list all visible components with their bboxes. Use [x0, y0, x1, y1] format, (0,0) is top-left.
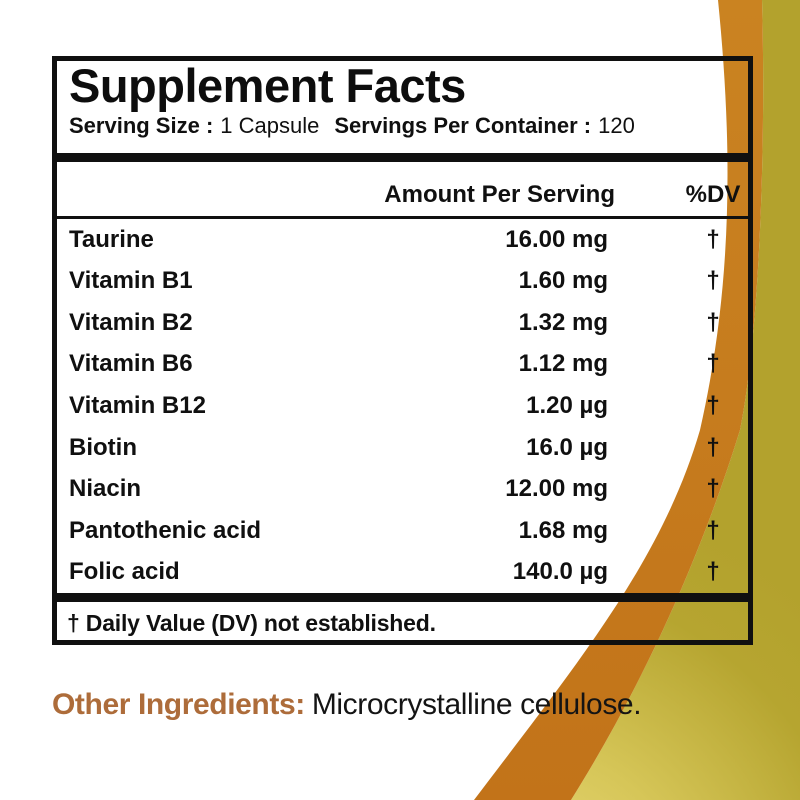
other-ingredients-line: Other Ingredients: Microcrystalline cellu…: [52, 686, 642, 724]
nutrient-table: Taurine 16.00 mg † Vitamin B1 1.60 mg † …: [57, 219, 748, 593]
serving-size-value: 1 Capsule: [220, 113, 320, 138]
nutrient-amount: 1.68 mg: [518, 516, 608, 544]
table-row: Folic acid 140.0 µg †: [57, 552, 748, 594]
other-ingredients-value: Microcrystalline cellulose.: [311, 688, 642, 721]
dagger-symbol: †: [706, 350, 720, 378]
servings-per-container-value: 120: [598, 113, 635, 138]
table-row: Pantothenic acid 1.68 mg †: [57, 510, 748, 552]
table-row: Vitamin B12 1.20 µg †: [57, 385, 748, 427]
footnote: † Daily Value (DV) not established.: [67, 610, 436, 636]
supplement-facts-panel: Supplement Facts Serving Size : 1 Capsul…: [52, 56, 753, 645]
panel-title: Supplement Facts: [69, 59, 466, 112]
dagger-symbol: †: [706, 475, 720, 503]
nutrient-amount: 12.00 mg: [505, 475, 608, 503]
dagger-symbol: †: [706, 516, 720, 544]
nutrient-name: Vitamin B1: [69, 267, 193, 295]
nutrient-amount: 1.60 mg: [518, 267, 608, 295]
dagger-symbol: †: [706, 558, 720, 586]
nutrient-name: Niacin: [69, 475, 142, 503]
table-row: Vitamin B1 1.60 mg †: [57, 261, 748, 303]
dagger-symbol: †: [706, 433, 720, 461]
dagger-symbol: †: [706, 267, 720, 295]
dagger-symbol: †: [706, 225, 720, 253]
other-ingredients-label: Other Ingredients:: [52, 688, 305, 721]
header-divider-line: [57, 216, 748, 219]
table-row: Taurine 16.00 mg †: [57, 219, 748, 261]
dv-column-header: %DV: [685, 181, 741, 208]
nutrient-name: Biotin: [69, 433, 137, 461]
table-header-row: Amount Per Serving %DV: [57, 162, 748, 216]
nutrient-name: Vitamin B12: [69, 392, 206, 420]
thick-divider-bottom: [57, 593, 748, 602]
table-row: Biotin 16.0 µg †: [57, 427, 748, 469]
thick-divider-top: [57, 153, 748, 162]
table-row: Niacin 12.00 mg †: [57, 468, 748, 510]
table-row: Vitamin B2 1.32 mg †: [57, 302, 748, 344]
nutrient-name: Folic acid: [69, 558, 180, 586]
nutrient-amount: 140.0 µg: [512, 558, 608, 586]
nutrient-amount: 1.32 mg: [518, 308, 608, 336]
nutrient-name: Vitamin B6: [69, 350, 193, 378]
serving-size-label: Serving Size :: [69, 113, 214, 138]
nutrient-name: Vitamin B2: [69, 308, 193, 336]
servings-per-container-label: Servings Per Container :: [334, 113, 592, 138]
nutrient-amount: 16.00 mg: [505, 225, 608, 253]
nutrient-amount: 1.12 mg: [518, 350, 608, 378]
nutrient-amount: 16.0 µg: [526, 433, 608, 461]
dagger-symbol: †: [706, 308, 720, 336]
table-row: Vitamin B6 1.12 mg †: [57, 344, 748, 386]
serving-info-line: Serving Size : 1 Capsule Servings Per Co…: [69, 111, 748, 141]
nutrient-name: Pantothenic acid: [69, 516, 262, 544]
amount-column-header: Amount Per Serving: [384, 181, 615, 208]
dagger-symbol: †: [706, 392, 720, 420]
nutrient-amount: 1.20 µg: [526, 392, 608, 420]
nutrient-name: Taurine: [69, 225, 154, 253]
